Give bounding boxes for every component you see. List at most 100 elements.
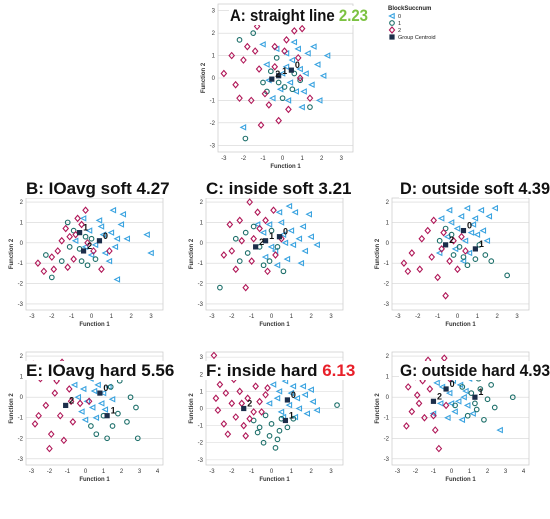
data-point: [238, 236, 246, 245]
data-point: [263, 61, 270, 68]
data-point: [255, 65, 263, 73]
data-point: [454, 398, 462, 405]
x-tick-label: 3: [149, 314, 153, 320]
centroid-label: 2: [437, 391, 442, 401]
data-point: [262, 390, 269, 399]
data-point: [236, 216, 244, 225]
data-point: [264, 267, 271, 276]
data-point: [124, 419, 130, 425]
data-point: [334, 402, 340, 408]
data-point: [293, 394, 301, 402]
data-point: [261, 253, 269, 261]
x-tick-label: -1: [435, 314, 441, 320]
legend-item: 1: [389, 20, 401, 27]
data-point: [462, 247, 469, 255]
y-tick-label: -3: [198, 302, 204, 308]
data-point: [285, 401, 293, 409]
data-point: [298, 103, 305, 111]
data-point: [469, 221, 477, 228]
y-axis-label: Function 2: [189, 238, 195, 269]
group-centroid: [472, 394, 478, 400]
group-centroid: [282, 417, 289, 424]
data-point: [472, 256, 479, 262]
data-point: [250, 408, 257, 416]
panel-score: 2.23: [339, 6, 368, 25]
data-point: [251, 47, 259, 55]
panel-score: 4.27: [137, 179, 170, 198]
data-point: [295, 405, 303, 412]
data-point: [34, 259, 42, 268]
data-point: [504, 272, 511, 279]
data-point: [459, 384, 466, 390]
centroid-label: 1: [479, 239, 484, 249]
x-axis-label: Function 1: [79, 322, 110, 328]
data-point: [56, 411, 64, 420]
centroid-label: 2: [69, 395, 74, 405]
data-point: [445, 389, 453, 397]
data-point: [51, 389, 59, 397]
data-point: [290, 38, 298, 46]
data-point: [95, 217, 103, 224]
data-point: [496, 426, 503, 434]
group-centroid: [63, 402, 69, 409]
data-point: [434, 273, 441, 282]
data-point: [143, 231, 150, 238]
x-tick-label: -3: [29, 314, 35, 320]
data-point: [264, 384, 271, 392]
data-point: [458, 232, 465, 241]
data-point: [458, 416, 466, 424]
data-point: [460, 254, 467, 260]
y-tick-label: 3: [212, 9, 216, 15]
data-point: [299, 382, 307, 390]
data-point: [236, 94, 243, 103]
data-point: [256, 424, 263, 431]
data-point: [74, 214, 81, 223]
data-point: [291, 70, 298, 77]
data-point: [483, 237, 491, 245]
data-point: [88, 404, 96, 411]
data-point: [285, 202, 293, 210]
data-point: [268, 94, 276, 102]
x-tick-label: 2: [496, 314, 500, 320]
panel-score: 3.21: [318, 179, 351, 198]
data-point: [272, 445, 279, 451]
data-point: [296, 74, 304, 82]
data-point: [290, 415, 297, 422]
data-point: [232, 265, 240, 274]
data-point: [67, 397, 75, 406]
data-point: [244, 250, 251, 256]
x-tick-label: 2: [310, 469, 314, 475]
y-tick-label: 1: [200, 220, 204, 226]
data-point: [287, 389, 295, 397]
data-point: [442, 401, 450, 410]
data-point: [482, 252, 489, 258]
data-point: [91, 241, 99, 249]
data-point: [79, 215, 87, 222]
panel-title: A: straight line 2.23: [230, 6, 368, 25]
data-point: [232, 413, 240, 421]
data-point: [266, 433, 273, 439]
x-tick-label: 4: [156, 469, 160, 475]
data-point: [274, 436, 281, 443]
data-point: [262, 216, 269, 225]
data-point: [291, 208, 299, 216]
data-point: [471, 215, 479, 222]
data-point: [488, 382, 494, 388]
group-centroid: [77, 230, 83, 236]
data-point: [424, 226, 432, 235]
data-point: [260, 79, 266, 86]
centroid-label: 1: [478, 387, 483, 397]
centroid-label: 0: [103, 231, 108, 241]
data-point: [42, 401, 50, 410]
centroid-label: 0: [295, 60, 300, 70]
centroid-label: 2: [247, 399, 252, 409]
y-tick-label: 2: [386, 354, 390, 360]
data-point: [491, 204, 498, 212]
y-tick-label: 2: [212, 31, 216, 37]
x-axis-label: Function 1: [259, 477, 290, 483]
data-point: [84, 238, 91, 247]
x-tick-label: 0: [90, 314, 94, 320]
data-point: [454, 265, 461, 274]
